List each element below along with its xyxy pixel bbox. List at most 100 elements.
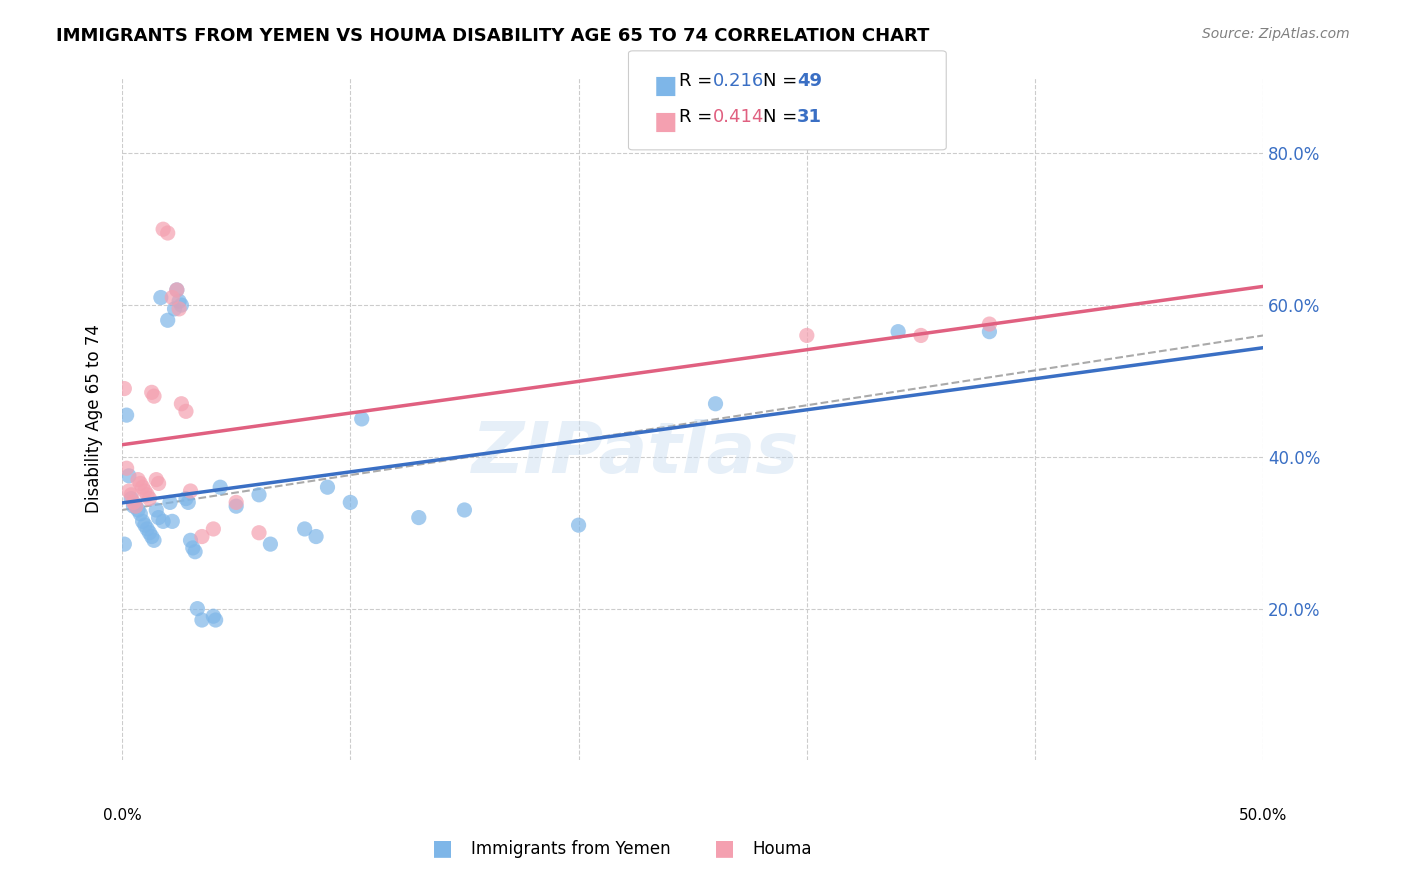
Point <box>294 522 316 536</box>
Text: R =: R = <box>679 72 718 90</box>
Point <box>204 613 226 627</box>
Point <box>115 461 138 475</box>
Point <box>162 514 184 528</box>
Text: 0.0%: 0.0% <box>103 808 142 823</box>
Point <box>156 226 179 240</box>
Text: 31: 31 <box>797 108 823 126</box>
Text: N =: N = <box>763 108 803 126</box>
Point <box>112 537 135 551</box>
Point <box>209 480 232 494</box>
Point <box>112 382 135 396</box>
Point <box>125 499 148 513</box>
Point <box>136 522 159 536</box>
Point <box>122 495 145 509</box>
Point <box>796 328 818 343</box>
Text: ■: ■ <box>654 110 678 134</box>
Point <box>316 480 339 494</box>
Point <box>225 495 247 509</box>
Point <box>305 530 328 544</box>
Point <box>134 518 156 533</box>
Point <box>159 495 181 509</box>
Point <box>162 291 184 305</box>
Point <box>202 609 225 624</box>
Point <box>191 530 214 544</box>
Point <box>118 483 141 498</box>
Point <box>191 613 214 627</box>
Point <box>141 385 163 400</box>
Point <box>704 397 727 411</box>
Point <box>122 499 145 513</box>
Point <box>136 488 159 502</box>
Point <box>143 533 166 548</box>
Point <box>453 503 475 517</box>
Point <box>163 301 186 316</box>
Point <box>567 518 589 533</box>
Point <box>181 541 204 555</box>
Point <box>170 397 193 411</box>
Point <box>118 468 141 483</box>
Point <box>145 473 167 487</box>
Point <box>141 530 163 544</box>
Text: ■: ■ <box>654 74 678 98</box>
Point <box>148 510 170 524</box>
Text: ■: ■ <box>433 838 453 858</box>
Point <box>166 283 188 297</box>
Point <box>259 537 281 551</box>
Point <box>134 483 156 498</box>
Text: N =: N = <box>763 72 803 90</box>
Text: 50.0%: 50.0% <box>1239 808 1288 823</box>
Point <box>979 325 1001 339</box>
Text: Houma: Houma <box>752 840 811 858</box>
Point <box>180 483 202 498</box>
Point <box>339 495 361 509</box>
Text: ■: ■ <box>714 838 734 858</box>
Y-axis label: Disability Age 65 to 74: Disability Age 65 to 74 <box>86 325 103 514</box>
Point <box>170 298 193 312</box>
Point <box>145 503 167 517</box>
Point <box>177 495 200 509</box>
Point <box>129 507 152 521</box>
Text: 0.414: 0.414 <box>713 108 765 126</box>
Text: R =: R = <box>679 108 718 126</box>
Point <box>174 491 197 506</box>
Point <box>120 488 142 502</box>
Point <box>138 491 160 506</box>
Point <box>131 514 153 528</box>
Point <box>979 317 1001 331</box>
Point <box>115 408 138 422</box>
Point <box>174 404 197 418</box>
Point <box>186 601 208 615</box>
Point <box>167 294 190 309</box>
Point <box>910 328 932 343</box>
Point <box>887 325 910 339</box>
Point <box>127 503 149 517</box>
Point <box>408 510 430 524</box>
Point <box>180 533 202 548</box>
Point <box>247 525 270 540</box>
Point <box>202 522 225 536</box>
Point <box>138 525 160 540</box>
Point <box>149 291 172 305</box>
Point <box>152 222 174 236</box>
Point <box>127 473 149 487</box>
Text: ZIPatlas: ZIPatlas <box>472 418 800 488</box>
Text: 49: 49 <box>797 72 823 90</box>
Point <box>167 301 190 316</box>
Point <box>247 488 270 502</box>
Point <box>350 412 373 426</box>
Text: Source: ZipAtlas.com: Source: ZipAtlas.com <box>1202 27 1350 41</box>
Point <box>131 480 153 494</box>
Point <box>148 476 170 491</box>
Point <box>120 491 142 506</box>
Text: 0.216: 0.216 <box>713 72 763 90</box>
Point <box>129 476 152 491</box>
Point <box>184 545 207 559</box>
Point <box>152 514 174 528</box>
Point <box>143 389 166 403</box>
Text: Immigrants from Yemen: Immigrants from Yemen <box>471 840 671 858</box>
Point <box>225 499 247 513</box>
Point <box>166 283 188 297</box>
Point <box>125 499 148 513</box>
Point <box>156 313 179 327</box>
Text: IMMIGRANTS FROM YEMEN VS HOUMA DISABILITY AGE 65 TO 74 CORRELATION CHART: IMMIGRANTS FROM YEMEN VS HOUMA DISABILIT… <box>56 27 929 45</box>
